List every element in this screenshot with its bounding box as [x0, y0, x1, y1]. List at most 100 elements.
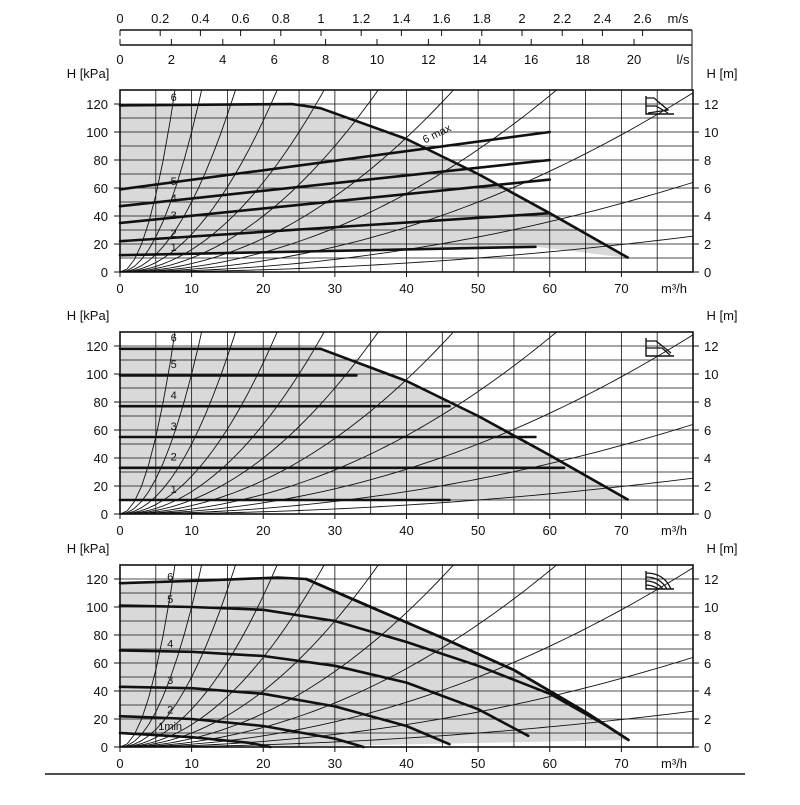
y-right-tick-label: 10: [704, 600, 718, 615]
flow-ls-tick-label: 2: [168, 52, 175, 67]
proportional-pressure-icon: [645, 96, 674, 115]
curve-label-4: 4: [167, 639, 173, 651]
system-curve: [120, 332, 325, 514]
panel-plot-area: [120, 90, 693, 272]
curve-1: [118, 245, 537, 257]
y-left-tick-label: 100: [86, 125, 108, 140]
y-left-axis-label: H [kPa]: [67, 308, 110, 323]
x-tick-label: 10: [184, 756, 198, 771]
x-tick-label: 50: [471, 523, 485, 538]
x-tick-label: 60: [543, 281, 557, 296]
velocity-tick-label: 0.8: [272, 11, 290, 26]
y-left-tick-label: 40: [94, 684, 108, 699]
constant-pressure-icon: [645, 338, 674, 357]
y-right-tick-label: 6: [704, 423, 711, 438]
x-tick-label: 50: [471, 281, 485, 296]
system-curve: [120, 332, 379, 514]
max-curve-label: 6 max: [421, 122, 454, 146]
velocity-tick-label: 1.8: [473, 11, 491, 26]
curve-label-5: 5: [167, 594, 173, 606]
y-right-tick-label: 2: [704, 479, 711, 494]
y-left-tick-label: 80: [94, 153, 108, 168]
system-curve: [120, 90, 454, 272]
y-left-tick-label: 60: [94, 423, 108, 438]
curve-label-3: 3: [171, 421, 177, 433]
system-curve: [120, 565, 454, 747]
curve-label-5: 5: [171, 176, 177, 188]
curve-2: [118, 714, 365, 749]
flow-ls-tick-label: 8: [322, 52, 329, 67]
y-right-tick-label: 0: [704, 740, 711, 755]
system-curve: [120, 90, 236, 272]
curve-5: [118, 604, 609, 728]
x-tick-label: 10: [184, 523, 198, 538]
x-axis-label: m³/h: [661, 281, 687, 296]
y-right-tick-label: 4: [704, 451, 711, 466]
velocity-tick-label: 0.6: [232, 11, 250, 26]
x-tick-label: 0: [116, 523, 123, 538]
system-curve: [120, 565, 278, 747]
constant-curve-icon: [645, 571, 674, 590]
x-axis-label: m³/h: [661, 523, 687, 538]
curve-label-6: 6: [171, 92, 177, 104]
y-right-tick-label: 12: [704, 339, 718, 354]
curve-label-3: 3: [171, 210, 177, 222]
flow-ls-tick-label: 14: [473, 52, 487, 67]
curve-4: [118, 158, 552, 208]
system-curve: [120, 332, 236, 514]
curve-label-5: 5: [171, 359, 177, 371]
y-left-tick-label: 80: [94, 628, 108, 643]
curve-3: [118, 685, 451, 746]
x-tick-label: 70: [614, 281, 628, 296]
x-tick-label: 50: [471, 756, 485, 771]
y-right-tick-label: 2: [704, 237, 711, 252]
x-tick-label: 20: [256, 756, 270, 771]
system-curve: [120, 332, 278, 514]
x-tick-label: 40: [399, 281, 413, 296]
x-tick-label: 60: [543, 756, 557, 771]
y-left-axis-label: H [kPa]: [67, 66, 110, 81]
y-left-tick-label: 20: [94, 237, 108, 252]
curve-label-3: 3: [167, 675, 173, 687]
x-tick-label: 20: [256, 523, 270, 538]
curve-label-1: 1: [171, 484, 177, 496]
y-right-tick-label: 10: [704, 367, 718, 382]
system-curve: [120, 567, 693, 747]
top-axes: 0 0.2 0.4 0.6 0.8 1 1.2 1.4 1.6 1.8 2 2.2 2.4 2.6 m/s 0…: [116, 11, 693, 90]
system-curve: [120, 423, 693, 514]
y-right-tick-label: 8: [704, 153, 711, 168]
system-curve: [120, 565, 236, 747]
y-right-tick-label: 0: [704, 265, 711, 280]
curve-label-1: 1: [171, 242, 177, 254]
curve-label-1min: 1min: [158, 721, 182, 733]
x-tick-label: 0: [116, 756, 123, 771]
max-curve: [320, 106, 630, 260]
system-curve: [120, 656, 693, 747]
curve-2: [118, 211, 552, 243]
operating-area: [120, 348, 629, 500]
flow-ls-tick-label: 10: [370, 52, 384, 67]
y-left-tick-label: 100: [86, 600, 108, 615]
flow-ls-unit-label: l/s: [677, 52, 691, 67]
y-right-tick-label: 4: [704, 684, 711, 699]
velocity-tick-label: 1.6: [433, 11, 451, 26]
velocity-tick-label: 2.2: [553, 11, 571, 26]
curve-1min: [118, 731, 272, 749]
y-left-tick-label: 40: [94, 209, 108, 224]
velocity-tick-label: 0: [116, 11, 123, 26]
x-tick-label: 0: [116, 281, 123, 296]
flow-ls-tick-label: 0: [116, 52, 123, 67]
y-right-tick-label: 10: [704, 125, 718, 140]
x-tick-label: 20: [256, 281, 270, 296]
flow-ls-tick-label: 16: [524, 52, 538, 67]
flow-ls-tick-label: 6: [271, 52, 278, 67]
curve-label-6: 6: [167, 571, 173, 583]
curve-4: [118, 649, 530, 738]
curve-label-4: 4: [171, 193, 177, 205]
curve-label-2: 2: [171, 228, 177, 240]
y-left-tick-label: 120: [86, 339, 108, 354]
